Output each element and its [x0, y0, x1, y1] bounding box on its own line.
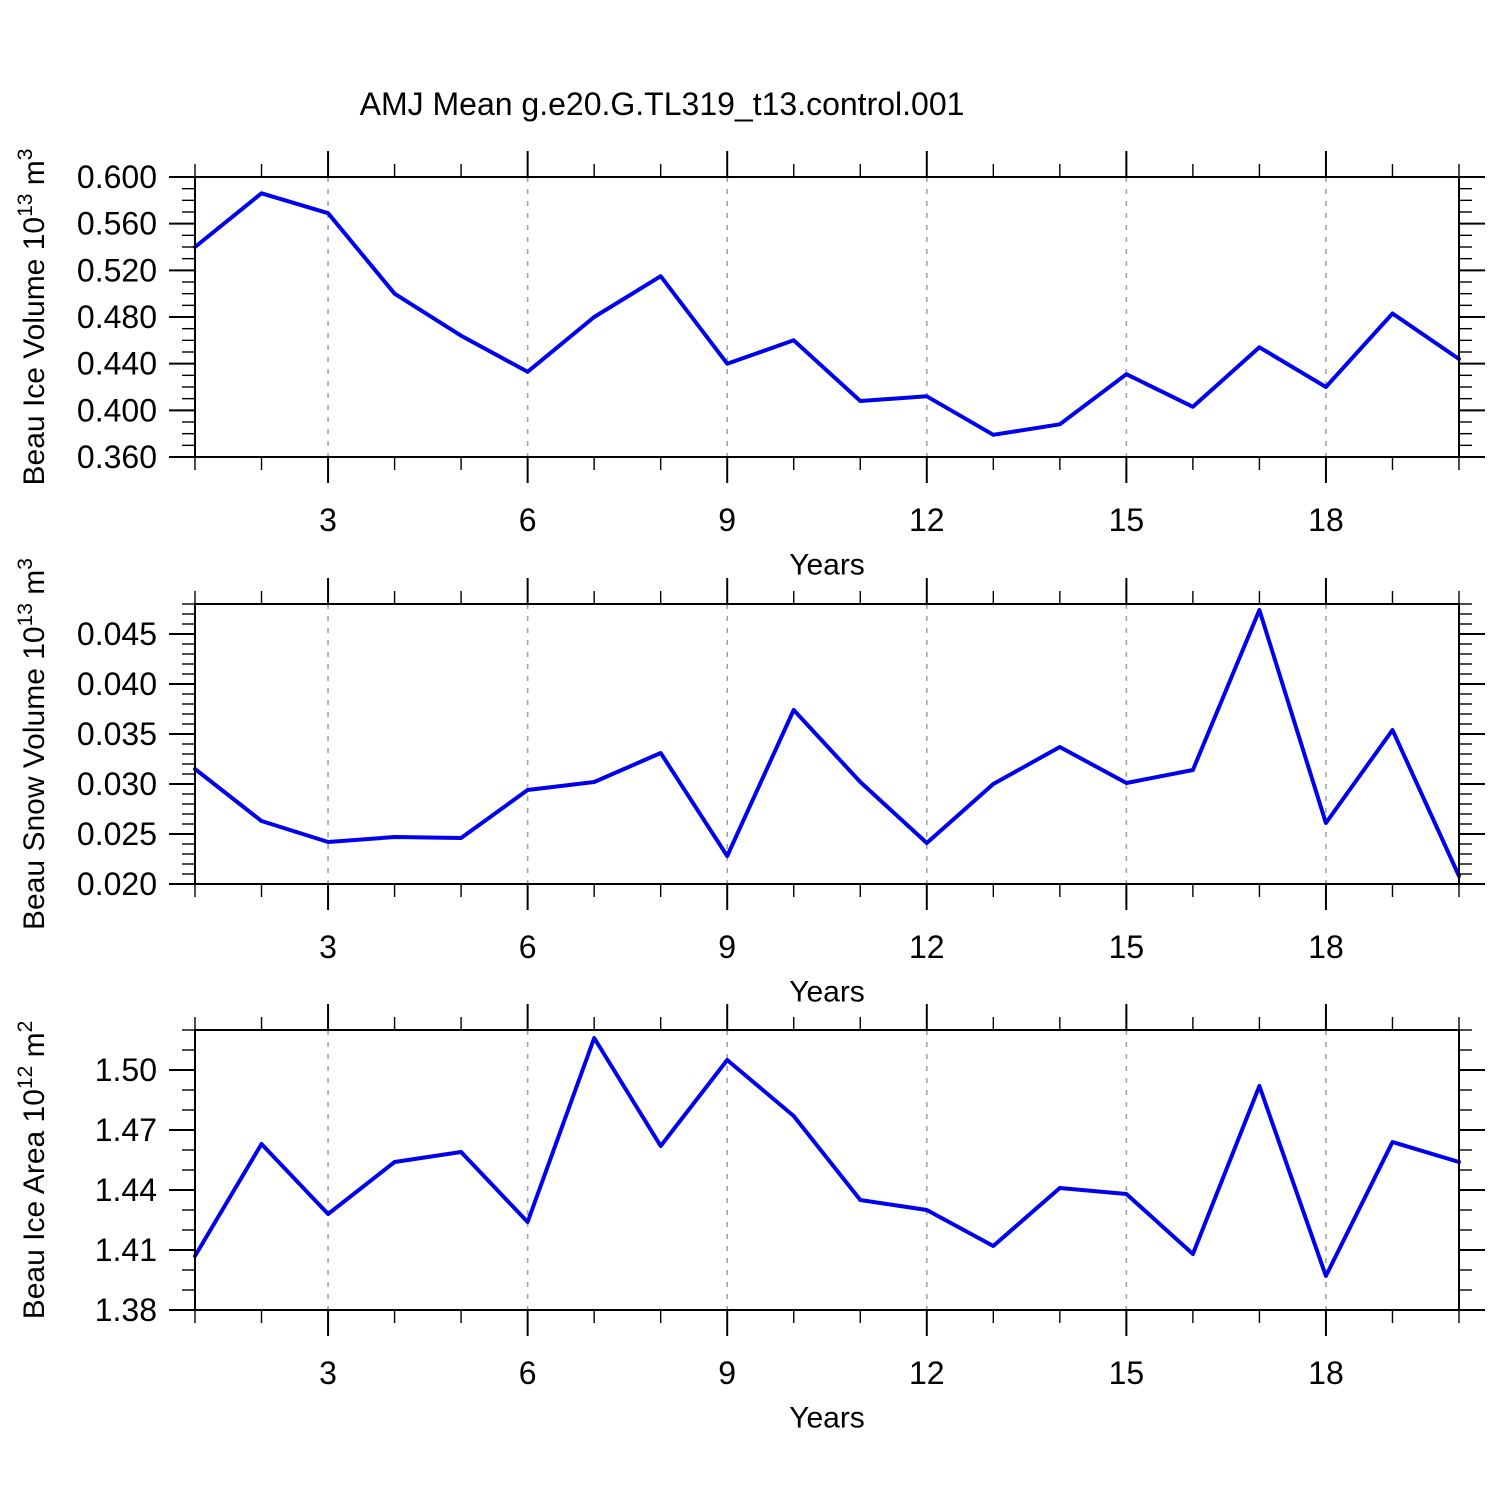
y-tick-label: 1.50	[95, 1052, 157, 1088]
x-tick-label: 18	[1308, 1355, 1344, 1391]
x-tick-label: 9	[718, 929, 736, 965]
y-axis-title-text: Beau Ice Volume 10	[18, 217, 51, 486]
x-tick-label: 3	[319, 929, 337, 965]
x-tick-label: 9	[718, 1355, 736, 1391]
x-tick-label: 6	[519, 1355, 537, 1391]
y-tick-label: 1.41	[95, 1232, 157, 1268]
panel-box	[194, 176, 1460, 458]
y-axis-title-superscript: 3	[14, 558, 37, 570]
x-tick-label: 9	[718, 502, 736, 538]
x-tick-label: 12	[909, 502, 945, 538]
y-tick-label: 0.560	[77, 206, 157, 242]
x-axis-title: Years	[789, 1402, 865, 1435]
y-tick-label: 0.045	[77, 616, 157, 652]
y-tick-label: 1.38	[95, 1292, 157, 1328]
y-axis-title-superscript: 3	[14, 149, 37, 161]
x-tick-label: 15	[1109, 502, 1145, 538]
x-tick-label: 12	[909, 929, 945, 965]
x-tick-label: 3	[319, 502, 337, 538]
y-axis-title-superscript: 13	[14, 194, 37, 217]
y-axis-title-superscript: 2	[14, 1021, 37, 1033]
y-tick-label: 0.360	[77, 439, 157, 475]
y-tick-label: 1.44	[95, 1172, 157, 1208]
y-tick-label: 0.520	[77, 252, 157, 288]
x-tick-label: 15	[1109, 929, 1145, 965]
y-tick-label: 0.400	[77, 392, 157, 428]
x-tick-label: 15	[1109, 1355, 1145, 1391]
data-line-beau-ice-volume	[193, 191, 1461, 437]
y-axis-title-text: m	[18, 1032, 51, 1065]
chart-title: AMJ Mean g.e20.G.TL319_t13.control.001	[359, 86, 965, 122]
y-tick-label: 0.440	[77, 346, 157, 382]
y-axis-title-text: Beau Ice Area 10	[18, 1089, 51, 1319]
x-tick-label: 18	[1308, 929, 1344, 965]
y-axis-title: Beau Ice Area 1012 m2	[14, 1021, 51, 1320]
y-axis-title-text: m	[18, 160, 51, 193]
x-tick-label: 3	[319, 1355, 337, 1391]
x-tick-label: 18	[1308, 502, 1344, 538]
y-tick-label: 0.030	[77, 766, 157, 802]
y-tick-label: 1.47	[95, 1112, 157, 1148]
y-tick-label: 0.040	[77, 666, 157, 702]
x-axis-title: Years	[789, 976, 865, 1009]
y-axis-title-superscript: 13	[14, 603, 37, 626]
y-tick-label: 0.480	[77, 299, 157, 335]
panel-beau-ice-area: 3 6 9 12 15 18 Years 1.50 1.47 1.44 1.41 1.38 Beau I…	[14, 1004, 1485, 1435]
y-tick-label: 0.600	[77, 159, 157, 195]
data-line-beau-ice-area	[193, 1036, 1461, 1278]
y-axis-title: Beau Snow Volume 1013 m3	[14, 558, 51, 930]
x-tick-label: 12	[909, 1355, 945, 1391]
x-tick-label: 6	[519, 502, 537, 538]
y-tick-label: 0.035	[77, 716, 157, 752]
y-axis-title-text: m	[18, 570, 51, 603]
y-axis-title-superscript: 12	[14, 1066, 37, 1089]
y-axis-title-text: Beau Snow Volume 10	[18, 626, 51, 930]
panel-beau-snow-volume: 3 6 9 12 15 18 Years 0.045 0.040 0.035 0.030 0.025 0…	[14, 558, 1485, 1009]
x-tick-label: 6	[519, 929, 537, 965]
y-axis-title: Beau Ice Volume 1013 m3	[14, 149, 51, 486]
panel-beau-ice-volume: 3 6 9 12 15 18 Years 0.600 0.560 0.520 0.480 0.440 0…	[14, 149, 1485, 582]
y-tick-label: 0.020	[77, 866, 157, 902]
x-axis-title: Years	[789, 549, 865, 582]
y-tick-label: 0.025	[77, 816, 157, 852]
data-line-beau-snow-volume	[193, 608, 1461, 878]
